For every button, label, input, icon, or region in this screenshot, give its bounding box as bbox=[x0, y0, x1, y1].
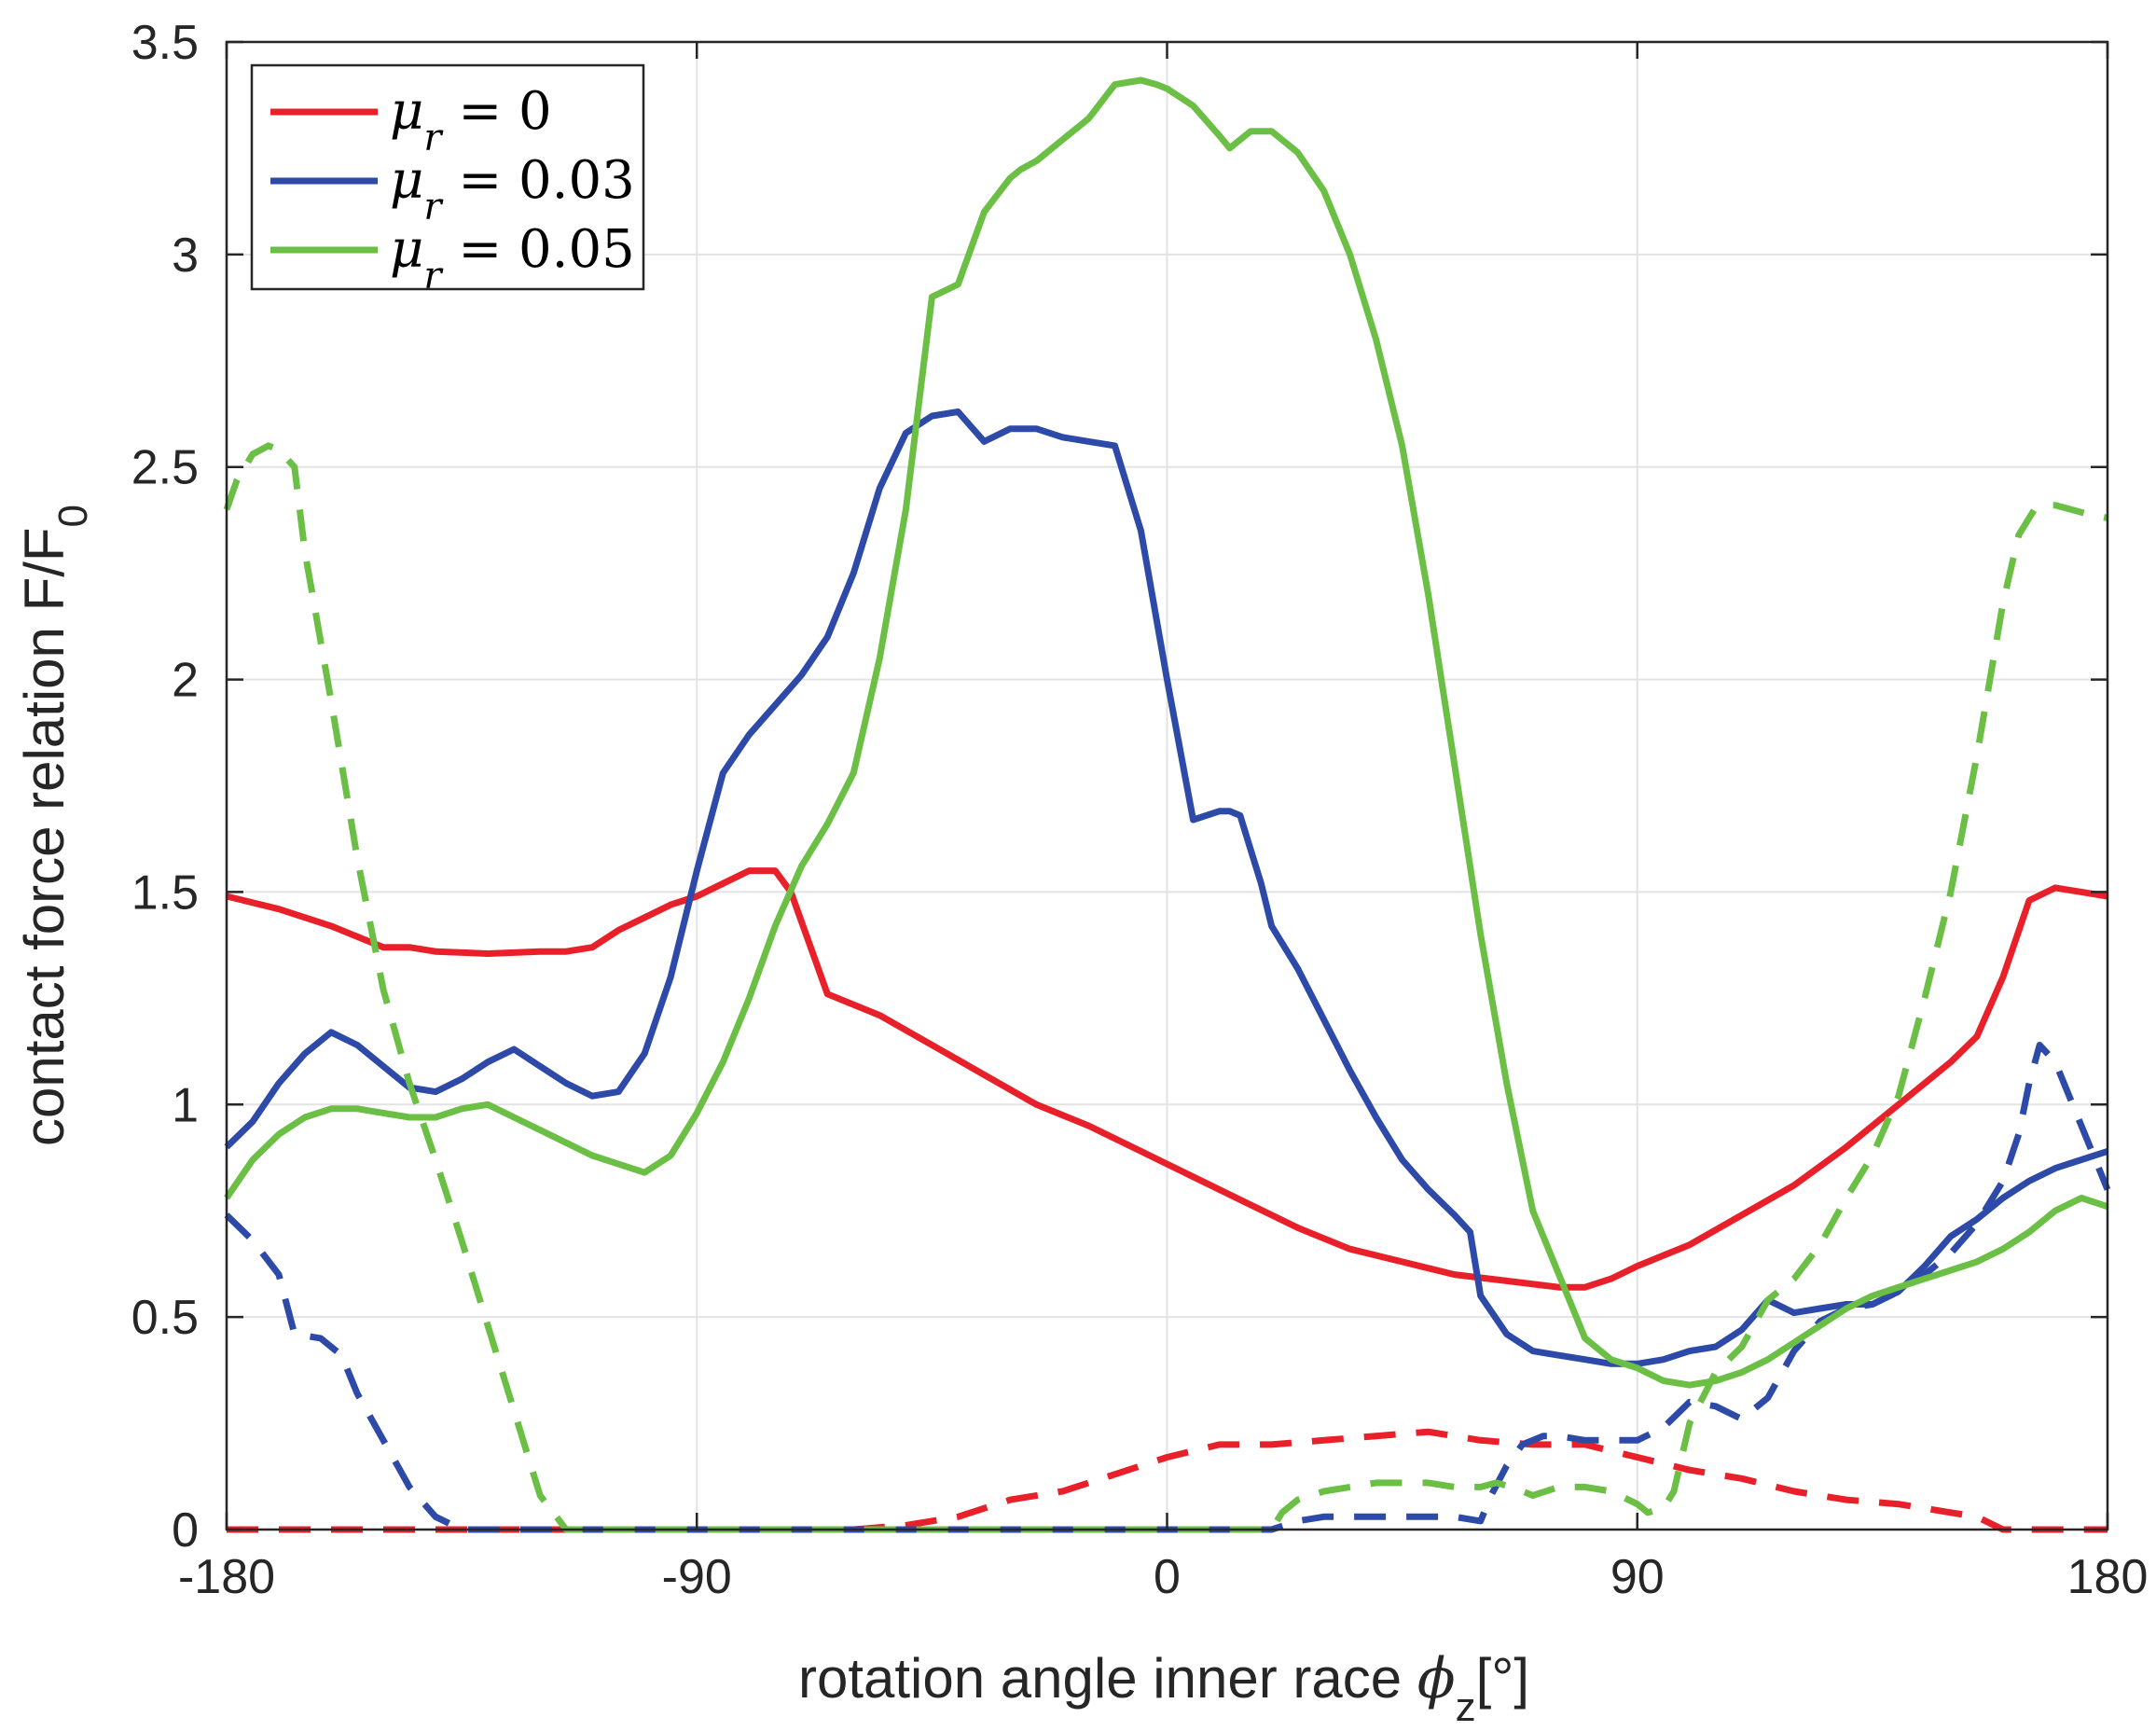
y-tick-label: 2 bbox=[172, 654, 199, 708]
y-tick-labels: 0 0.5 1 1.5 2 2.5 3 3.5 bbox=[131, 16, 199, 1558]
x-tick-labels: -180 -90 0 90 180 bbox=[178, 1550, 2148, 1604]
y-tick-label: 2.5 bbox=[131, 441, 199, 495]
series-line-mu-r-0-03-dashed- bbox=[224, 1042, 2111, 1533]
x-tick-label: 90 bbox=[1610, 1550, 1665, 1604]
x-tick-label: 180 bbox=[2067, 1550, 2149, 1604]
y-tick-label: 1.5 bbox=[131, 866, 199, 920]
y-tick-label: 3.5 bbox=[131, 16, 199, 70]
y-tick-label: 0 bbox=[172, 1503, 199, 1558]
plot-frame bbox=[225, 40, 2109, 1531]
legend-label: μr = 0.05 bbox=[390, 219, 635, 298]
x-tick-label: 0 bbox=[1154, 1550, 1181, 1604]
axes bbox=[225, 40, 2109, 1531]
series-group bbox=[223, 76, 2111, 1533]
series-line-mu-r-0-solid- bbox=[226, 867, 2108, 1291]
x-tick-label: -180 bbox=[178, 1550, 275, 1604]
y-axis-label: contact force relation F/F0 bbox=[13, 505, 96, 1146]
y-tick-label: 3 bbox=[172, 228, 199, 283]
series-line-mu-r-0-05-solid- bbox=[224, 76, 2109, 1389]
y-tick-label: 1 bbox=[172, 1078, 199, 1132]
legend-label: μr = 0.03 bbox=[390, 150, 635, 228]
y-tick-label: 0.5 bbox=[131, 1291, 199, 1345]
series-line-mu-r-0-dashed- bbox=[227, 1428, 2108, 1533]
x-tick-label: -90 bbox=[662, 1550, 732, 1604]
series-line-mu-r-0-03-solid- bbox=[224, 409, 2109, 1367]
legend-label: μr = 0 bbox=[390, 81, 552, 159]
x-axis-label: rotation angle inner race ϕz[°] bbox=[798, 1646, 1529, 1730]
